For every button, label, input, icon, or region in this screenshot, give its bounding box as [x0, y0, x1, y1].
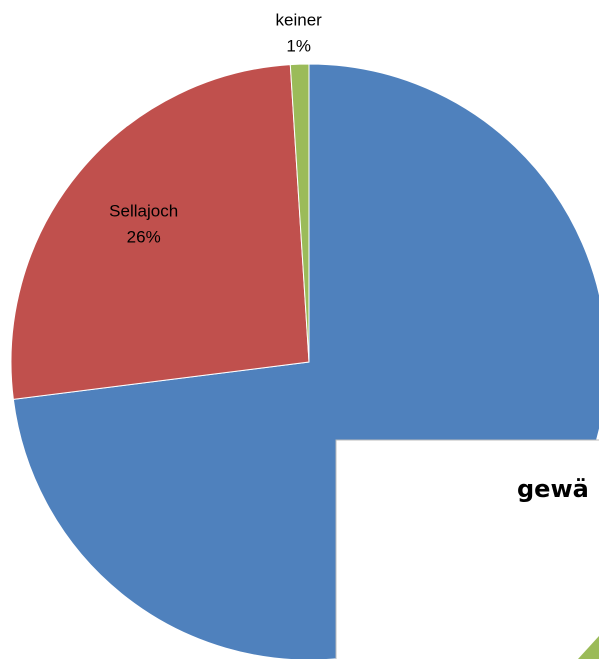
slice-label: keiner — [276, 11, 323, 30]
overlay-shape — [578, 636, 599, 659]
slice-value-label: 1% — [286, 37, 311, 56]
slice-value-label: 26% — [127, 228, 161, 247]
pie-slice — [289, 63, 310, 363]
pie-slice — [10, 64, 310, 400]
overlay-box — [335, 439, 599, 659]
slice-label: Sellajoch — [109, 202, 178, 221]
labels: Sellajoch 26% keiner 1% — [109, 11, 322, 247]
overlay-title: gewä — [517, 475, 589, 503]
